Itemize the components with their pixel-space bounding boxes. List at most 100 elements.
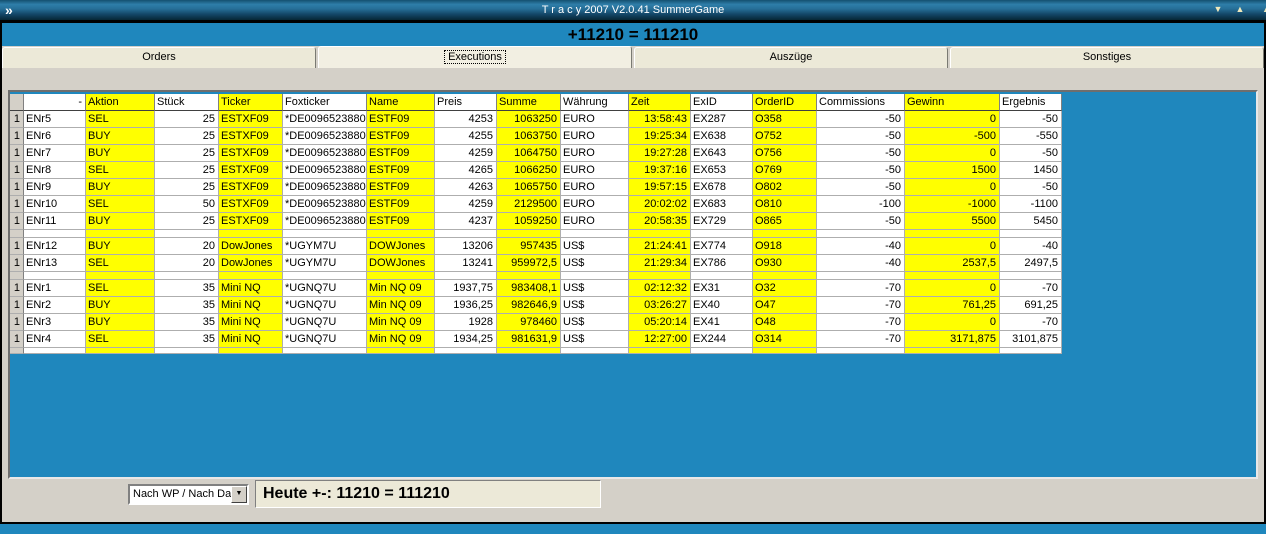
- grid-cell[interactable]: SEL: [86, 111, 155, 128]
- grid-cell[interactable]: -40: [817, 238, 905, 255]
- grid-cell[interactable]: EX643: [691, 145, 753, 162]
- grid-cell[interactable]: *DE0096523880: [283, 111, 367, 128]
- grid-cell[interactable]: 0: [905, 314, 1000, 331]
- grid-cell[interactable]: ENr12: [24, 238, 86, 255]
- grid-cell[interactable]: -50: [817, 128, 905, 145]
- grid-cell[interactable]: ESTF09: [367, 162, 435, 179]
- row-marker[interactable]: 1: [10, 179, 24, 196]
- grid-cell[interactable]: 50: [155, 196, 219, 213]
- grid-cell[interactable]: *DE0096523880: [283, 145, 367, 162]
- grid-cell[interactable]: *DE0096523880: [283, 213, 367, 230]
- grid-cell[interactable]: 25: [155, 128, 219, 145]
- grid-cell[interactable]: 35: [155, 314, 219, 331]
- titlebar[interactable]: » T r a c y 2007 V2.0.41 SummerGame ▼ ▲ …: [0, 0, 1266, 20]
- row-marker[interactable]: 1: [10, 196, 24, 213]
- grid-cell[interactable]: 0: [905, 280, 1000, 297]
- grid-cell[interactable]: 13206: [435, 238, 497, 255]
- grid-cell[interactable]: 21:29:34: [629, 255, 691, 272]
- grid-cell[interactable]: O810: [753, 196, 817, 213]
- grid-cell[interactable]: EX41: [691, 314, 753, 331]
- column-header-Name[interactable]: Name: [367, 94, 435, 111]
- grid-cell[interactable]: -70: [817, 297, 905, 314]
- grid-cell[interactable]: 25: [155, 213, 219, 230]
- grid-cell[interactable]: ENr11: [24, 213, 86, 230]
- table-row[interactable]: 1 ENr2 BUY 35 Mini NQ *UGNQ7U Min NQ 09 1936,25…: [10, 297, 1062, 314]
- grid-cell[interactable]: 21:24:41: [629, 238, 691, 255]
- grid-cell[interactable]: 1063750: [497, 128, 561, 145]
- grid-cell[interactable]: 0: [905, 238, 1000, 255]
- shade-window-button[interactable]: ▼: [1213, 4, 1223, 14]
- grid-cell[interactable]: BUY: [86, 297, 155, 314]
- grid-cell[interactable]: ENr7: [24, 145, 86, 162]
- grid-cell[interactable]: 1066250: [497, 162, 561, 179]
- grid-cell[interactable]: -50: [817, 213, 905, 230]
- grid-cell[interactable]: 3101,875: [1000, 331, 1062, 348]
- grid-cell[interactable]: ESTXF09: [219, 145, 283, 162]
- grid-cell[interactable]: -70: [817, 331, 905, 348]
- grid-cell[interactable]: O769: [753, 162, 817, 179]
- grid-cell[interactable]: O752: [753, 128, 817, 145]
- grid-cell[interactable]: 5500: [905, 213, 1000, 230]
- grid-cell[interactable]: -50: [1000, 179, 1062, 196]
- grid-cell[interactable]: 1065750: [497, 179, 561, 196]
- grid-cell[interactable]: 4237: [435, 213, 497, 230]
- grid-cell[interactable]: 957435: [497, 238, 561, 255]
- grid-cell[interactable]: US$: [561, 331, 629, 348]
- grid-cell[interactable]: EURO: [561, 196, 629, 213]
- grid-cell[interactable]: *UGNQ7U: [283, 331, 367, 348]
- row-marker[interactable]: 1: [10, 238, 24, 255]
- grid-cell[interactable]: ESTXF09: [219, 111, 283, 128]
- grid-cell[interactable]: 20: [155, 238, 219, 255]
- grid-cell[interactable]: BUY: [86, 128, 155, 145]
- grid-cell[interactable]: 35: [155, 280, 219, 297]
- row-marker[interactable]: 1: [10, 314, 24, 331]
- grid-cell[interactable]: US$: [561, 314, 629, 331]
- column-header-Gewinn[interactable]: Gewinn: [905, 94, 1000, 111]
- clipped-window-button[interactable]: ▲: [1262, 3, 1266, 16]
- grid-cell[interactable]: -50: [817, 145, 905, 162]
- grid-cell[interactable]: 25: [155, 145, 219, 162]
- unshade-window-button[interactable]: ▲: [1235, 4, 1245, 14]
- table-row[interactable]: 1 ENr11 BUY 25 ESTXF09 *DE0096523880 ESTF09 423…: [10, 213, 1062, 230]
- grid-cell[interactable]: 20:02:02: [629, 196, 691, 213]
- grid-cell[interactable]: EX40: [691, 297, 753, 314]
- column-header-Summe[interactable]: Summe: [497, 94, 561, 111]
- grid-cell[interactable]: 5450: [1000, 213, 1062, 230]
- grid-cell[interactable]: 19:57:15: [629, 179, 691, 196]
- grid-cell[interactable]: *DE0096523880: [283, 128, 367, 145]
- grid-cell[interactable]: -50: [817, 179, 905, 196]
- grid-cell[interactable]: Mini NQ: [219, 331, 283, 348]
- grid-cell[interactable]: 3171,875: [905, 331, 1000, 348]
- grid-cell[interactable]: BUY: [86, 145, 155, 162]
- table-row[interactable]: 1 ENr7 BUY 25 ESTXF09 *DE0096523880 ESTF09 4259…: [10, 145, 1062, 162]
- grid-cell[interactable]: EURO: [561, 213, 629, 230]
- grid-cell[interactable]: SEL: [86, 162, 155, 179]
- grid-cell[interactable]: 959972,5: [497, 255, 561, 272]
- grid-cell[interactable]: 19:37:16: [629, 162, 691, 179]
- grid-cell[interactable]: 2129500: [497, 196, 561, 213]
- grid-cell[interactable]: EX31: [691, 280, 753, 297]
- grid-cell[interactable]: SEL: [86, 331, 155, 348]
- grid-cell[interactable]: ESTXF09: [219, 128, 283, 145]
- grid-cell[interactable]: 981631,9: [497, 331, 561, 348]
- grid-cell[interactable]: EURO: [561, 145, 629, 162]
- grid-cell[interactable]: SEL: [86, 255, 155, 272]
- row-marker[interactable]: 1: [10, 128, 24, 145]
- grid-cell[interactable]: DowJones: [219, 255, 283, 272]
- grid-cell[interactable]: ENr10: [24, 196, 86, 213]
- grid-cell[interactable]: SEL: [86, 196, 155, 213]
- grid-cell[interactable]: *UGYM7U: [283, 238, 367, 255]
- grid-cell[interactable]: BUY: [86, 213, 155, 230]
- grid-cell[interactable]: EX678: [691, 179, 753, 196]
- grid-cell[interactable]: 2497,5: [1000, 255, 1062, 272]
- grid-cell[interactable]: ENr13: [24, 255, 86, 272]
- grid-cell[interactable]: ENr8: [24, 162, 86, 179]
- grid-cell[interactable]: EX774: [691, 238, 753, 255]
- grid-cell[interactable]: -50: [1000, 111, 1062, 128]
- grid-cell[interactable]: 1934,25: [435, 331, 497, 348]
- grid-cell[interactable]: EX729: [691, 213, 753, 230]
- grid-cell[interactable]: -70: [1000, 280, 1062, 297]
- grid-cell[interactable]: 4265: [435, 162, 497, 179]
- grid-cell[interactable]: 02:12:32: [629, 280, 691, 297]
- grid-cell[interactable]: O930: [753, 255, 817, 272]
